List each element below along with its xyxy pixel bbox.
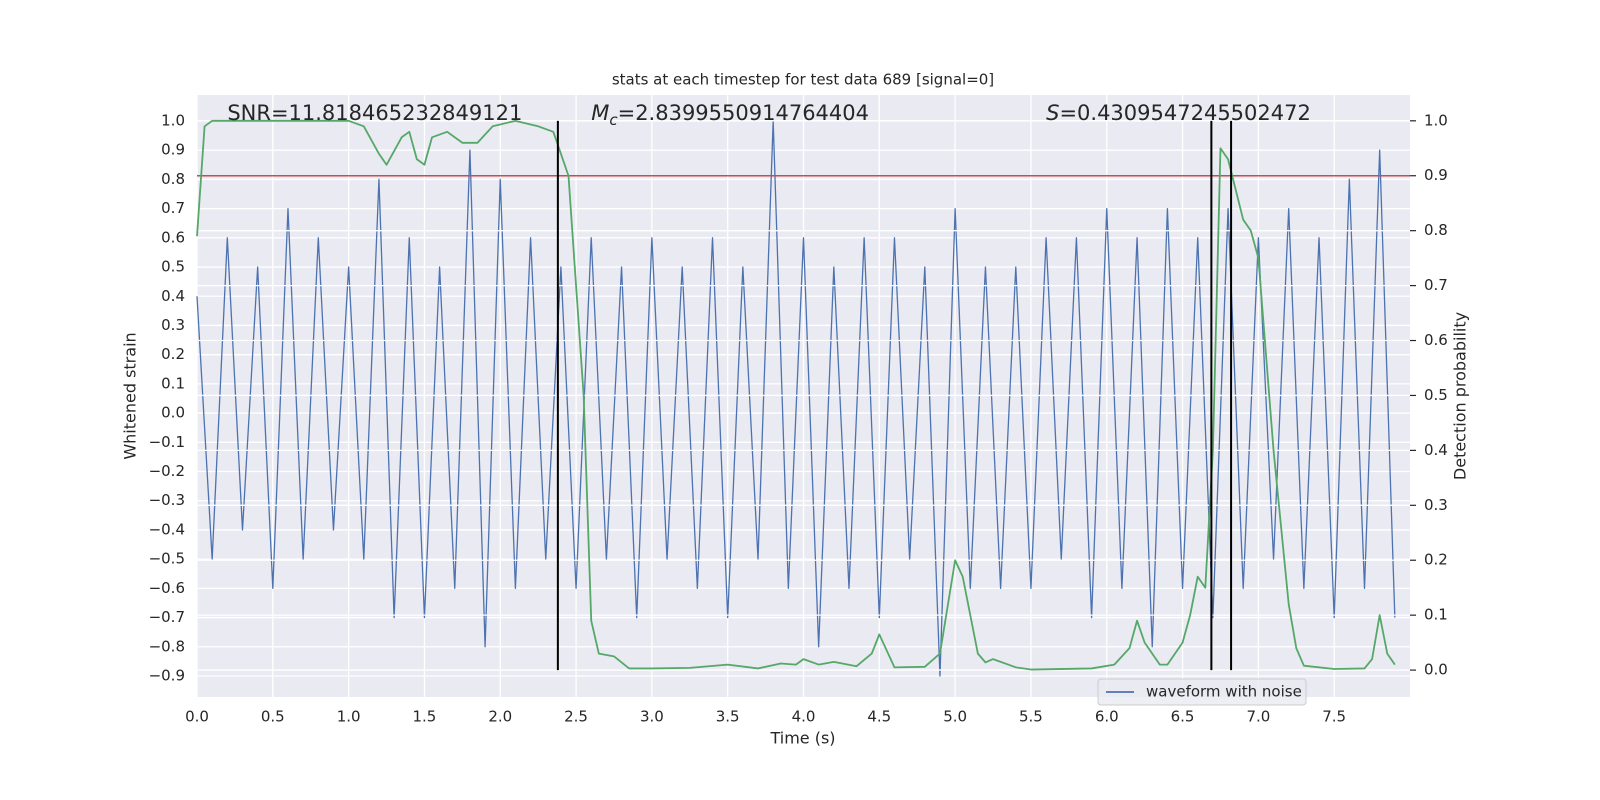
- annotation-symbol: M: [591, 101, 609, 125]
- x-tick-label: 7.5: [1322, 708, 1346, 726]
- annotation-subscript: c: [609, 111, 618, 129]
- y2-tick-label: 0.8: [1424, 221, 1448, 239]
- y-tick-label: −0.1: [149, 433, 185, 451]
- y-tick-label: 1.0: [161, 111, 185, 129]
- x-tick-label: 2.0: [488, 708, 512, 726]
- x-tick-label: 0.0: [185, 708, 209, 726]
- y2-tick-label: 1.0: [1424, 111, 1448, 129]
- y-tick-label: −0.7: [149, 608, 185, 626]
- x-axis-label: Time (s): [769, 729, 835, 748]
- chart-title: stats at each timestep for test data 689…: [612, 71, 994, 89]
- y-tick-label: 0.8: [161, 170, 185, 188]
- annotation-text: =0.4309547245502472: [1059, 101, 1310, 125]
- x-tick-label: 5.5: [1019, 708, 1043, 726]
- y-tick-label: 0.3: [161, 316, 185, 334]
- y-axis-label: Whitened strain: [121, 332, 140, 459]
- y2-tick-label: 0.6: [1424, 331, 1448, 349]
- y2-tick-label: 0.0: [1424, 661, 1448, 679]
- legend: waveform with noise: [1097, 678, 1307, 706]
- annotation: Mc=2.8399550914764404: [591, 101, 869, 129]
- y2-tick-label: 0.4: [1424, 441, 1448, 459]
- y-tick-label: −0.4: [149, 520, 185, 538]
- x-tick-label: 5.0: [943, 708, 967, 726]
- annotation: SNR=11.818465232849121: [227, 101, 522, 125]
- legend-frame: [1097, 678, 1307, 706]
- series-line: [196, 120, 1396, 677]
- y-tick-label: −0.9: [149, 666, 185, 684]
- annotation-symbol: S: [1046, 101, 1059, 125]
- x-tick-label: 1.5: [413, 708, 437, 726]
- y2-tick-label: 0.2: [1424, 551, 1448, 569]
- x-tick-label: 7.0: [1246, 708, 1270, 726]
- annotation: S=0.4309547245502472: [1046, 101, 1311, 125]
- y-tick-label: 0.7: [161, 199, 185, 217]
- x-tick-label: 2.5: [564, 708, 588, 726]
- y2-axis-label: Detection probability: [1451, 312, 1470, 480]
- y-tick-label: −0.6: [149, 579, 185, 597]
- x-tick-label: 3.5: [716, 708, 740, 726]
- y-tick-label: 0.1: [161, 374, 185, 392]
- annotation-text: SNR=11.818465232849121: [227, 101, 522, 125]
- x-tick-label: 4.0: [792, 708, 816, 726]
- y-tick-label: 0.4: [161, 287, 185, 305]
- y-tick-label: 0.5: [161, 258, 185, 276]
- y-tick-label: −0.2: [149, 462, 185, 480]
- y-tick-label: 0.6: [161, 228, 185, 246]
- x-tick-label: 4.5: [867, 708, 891, 726]
- x-tick-label: 1.0: [337, 708, 361, 726]
- y-tick-label: 0.0: [161, 404, 185, 422]
- y2-tick-label: 0.7: [1424, 276, 1448, 294]
- y2-tick-label: 0.3: [1424, 496, 1448, 514]
- annotation-text: =2.8399550914764404: [618, 101, 869, 125]
- legend-label: waveform with noise: [1146, 683, 1302, 701]
- x-tick-label: 3.0: [640, 708, 664, 726]
- y2-tick-label: 0.5: [1424, 386, 1448, 404]
- y-tick-label: 0.9: [161, 141, 185, 159]
- x-tick-label: 6.5: [1171, 708, 1195, 726]
- x-tick-label: 6.0: [1095, 708, 1119, 726]
- y2-tick-label: 0.9: [1424, 166, 1448, 184]
- series-line: [196, 119, 1396, 671]
- y-tick-label: 0.2: [161, 345, 185, 363]
- y-tick-label: −0.8: [149, 637, 185, 655]
- x-tick-label: 0.5: [261, 708, 285, 726]
- y-tick-label: −0.3: [149, 491, 185, 509]
- y2-tick-label: 0.1: [1424, 606, 1448, 624]
- y-tick-label: −0.5: [149, 550, 185, 568]
